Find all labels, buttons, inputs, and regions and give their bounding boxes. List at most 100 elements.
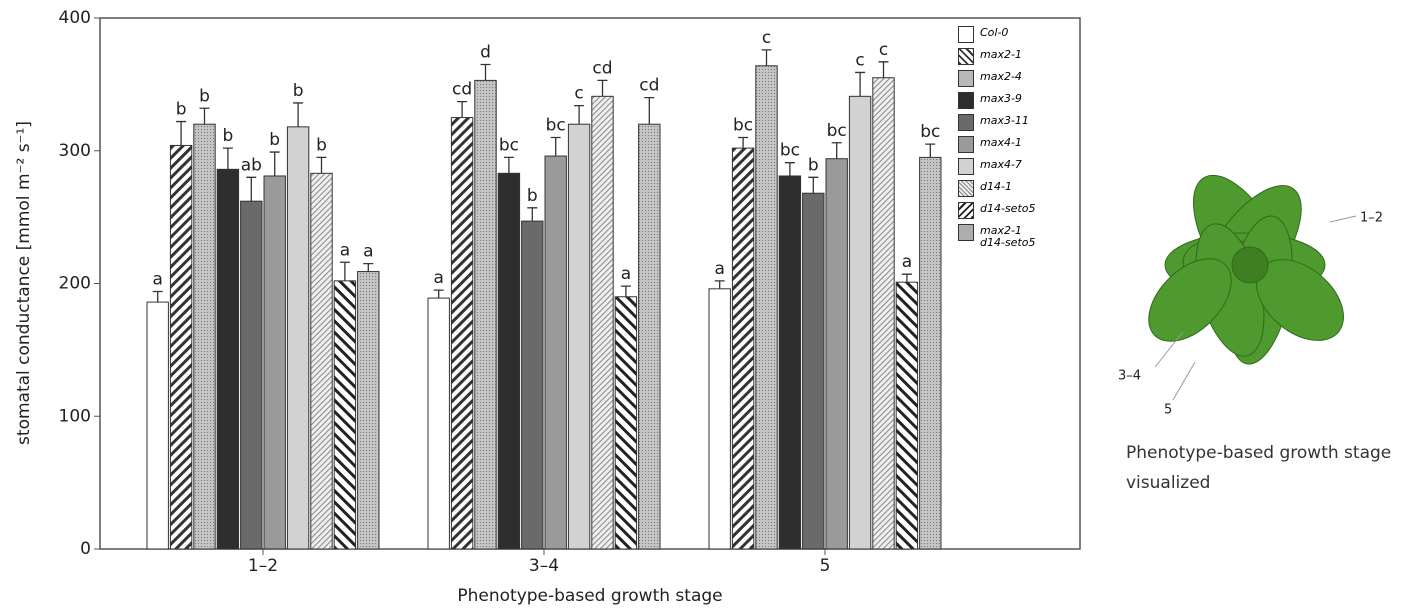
y-axis-label: stomatal conductance [mmol m⁻² s⁻¹] [14,121,34,445]
y-tick-label: 400 [59,8,91,28]
error-bar [223,148,233,169]
significance-letter: b [527,186,538,206]
caption: Phenotype-based growth stage visualized [1126,438,1416,498]
bar [639,124,660,549]
significance-letter: a [363,242,373,262]
error-bar [504,157,514,173]
x-tick-label: 3–4 [529,556,559,576]
legend-label: d14-seto5 [980,202,1036,215]
error-bar [808,177,818,193]
legend-item: d14-seto5 [958,202,1076,219]
bar [475,80,496,549]
bar [920,157,941,549]
error-bar [246,177,256,201]
bar [194,124,215,549]
error-bar [176,122,186,146]
stage-label: 5 [1164,403,1172,418]
error-bar [293,103,303,127]
legend-swatch [958,48,974,65]
significance-letter: bc [499,135,519,155]
error-bar [527,208,537,221]
error-bar [879,62,889,78]
stage-label: 3–4 [1118,369,1141,384]
error-bar [270,152,280,176]
significance-letter: ab [241,155,262,175]
error-bar [481,64,491,80]
bar [334,281,355,549]
significance-letter: cd [592,58,612,78]
error-bar [715,281,725,289]
legend-item: max2-1 d14-seto5 [958,224,1076,249]
legend-swatch [958,180,974,197]
significance-letter: b [223,126,234,146]
legend-item: max4-1 [958,136,1076,153]
y-tick-label: 100 [59,406,91,426]
error-bar [762,50,772,66]
error-bar [598,80,608,96]
significance-letter: b [293,81,304,101]
error-bar [457,102,467,118]
error-bar [738,137,748,148]
significance-letter: a [340,240,350,260]
bar [170,145,191,549]
bar [568,124,589,549]
page: stomatal conductance [mmol m⁻² s⁻¹] Phen… [0,0,1419,609]
bar [522,221,543,549]
legend-swatch [958,26,974,43]
significance-letter: d [480,42,491,62]
legend-label: max3-9 [980,92,1022,105]
bar [732,148,753,549]
legend-item: d14-1 [958,180,1076,197]
bar [873,78,894,549]
legend-item: max3-9 [958,92,1076,109]
error-bar [855,72,865,96]
y-tick-label: 0 [80,539,91,559]
significance-letter: cd [639,76,659,96]
legend-swatch [958,202,974,219]
significance-letter: c [762,28,771,48]
error-bar [317,157,327,173]
bar [498,173,519,549]
bar [241,201,262,549]
bar [826,159,847,549]
y-tick-label: 200 [59,274,91,294]
bar [803,193,824,549]
legend-label: max3-11 [980,114,1029,127]
error-bar [902,274,912,282]
significance-letter: b [176,100,187,120]
legend-swatch [958,224,974,241]
legend-item: max3-11 [958,114,1076,131]
x-tick-label: 1–2 [248,556,278,576]
significance-letter: bc [920,122,940,142]
legend-label: Col-0 [980,26,1008,39]
bar [264,176,285,549]
error-bar [832,143,842,159]
significance-letter: b [808,155,819,175]
significance-letter: b [269,130,280,150]
y-tick-label: 300 [59,141,91,161]
rosette [1133,161,1358,400]
error-bar [574,106,584,125]
bar [779,176,800,549]
error-bar [363,264,373,272]
legend-item: max2-1 [958,48,1076,65]
error-bar [925,144,935,157]
significance-letter: a [621,264,631,284]
error-bar [785,163,795,176]
significance-letter: b [199,86,210,106]
bar [287,127,308,549]
error-bar [621,286,631,297]
x-axis-label: Phenotype-based growth stage [457,586,722,606]
bar [896,282,917,549]
bar [592,96,613,549]
significance-letter: bc [546,115,566,135]
significance-letter: c [574,84,583,104]
bar [849,96,870,549]
bar [311,173,332,549]
legend-item: max4-7 [958,158,1076,175]
legend-item: Col-0 [958,26,1076,43]
stage-label: 1–2 [1360,211,1383,226]
legend-label: max4-1 [980,136,1022,149]
significance-letter: cd [452,80,472,100]
